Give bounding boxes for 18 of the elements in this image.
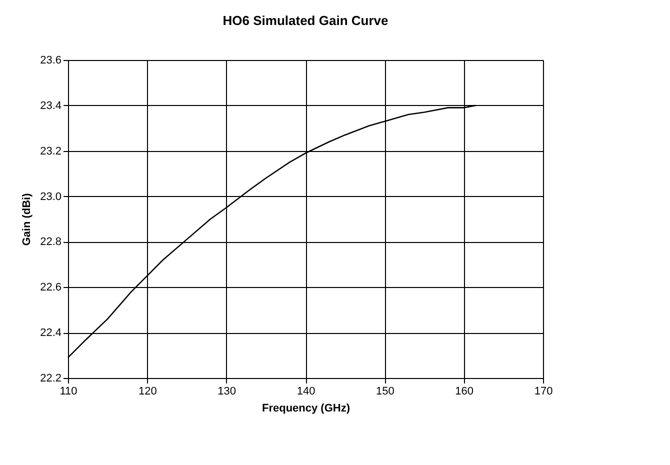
y-tick-label: 22.2 [40, 372, 62, 384]
y-tick-label: 22.6 [40, 282, 62, 294]
y-tick-label: 23.6 [40, 54, 62, 66]
x-tick-label: 110 [60, 386, 78, 398]
y-tick-label: 23.4 [40, 100, 62, 112]
y-tick-label: 23.2 [40, 145, 62, 158]
x-tick-label: 160 [455, 386, 474, 398]
x-tick-label: 130 [218, 386, 236, 398]
y-tick-label: 22.4 [40, 327, 62, 340]
y-tick-label: 22.8 [40, 236, 62, 248]
x-axis-title: Frequency (GHz) [262, 402, 350, 414]
x-tick-label: 140 [296, 386, 316, 398]
x-tick-label: 170 [534, 386, 553, 398]
chart-title: HO6 Simulated Gain Curve [222, 13, 388, 28]
y-tick-label: 23.0 [40, 190, 62, 203]
x-tick-label: 120 [138, 386, 157, 398]
x-tick-label: 150 [376, 386, 394, 398]
y-axis-title: Gain (dBi) [21, 192, 34, 246]
